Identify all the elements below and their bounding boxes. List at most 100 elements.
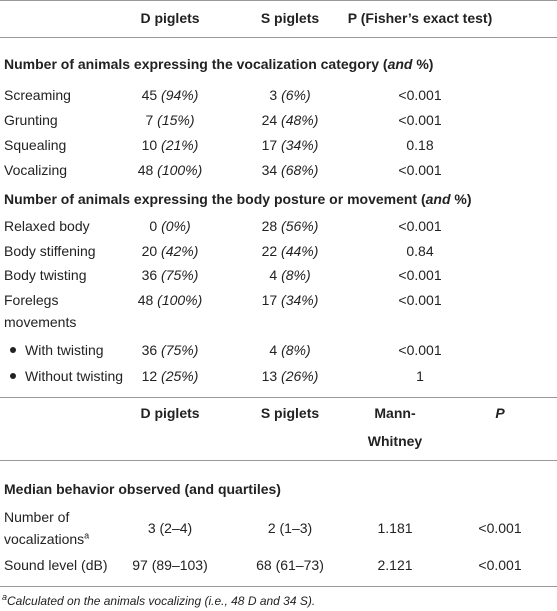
footnote-text: Calculated on the animals vocalizing (i.… [7,594,316,608]
percent: (100%) [157,162,203,178]
label-text: Number of vocalizations [4,509,85,547]
count: 10 [141,137,158,153]
count: 12 [141,368,158,384]
count-cell: 36 (75%) [142,264,199,286]
column-header: D piglets [140,10,200,26]
p-value: <0.001 [398,112,442,128]
percent: (34%) [281,137,319,153]
count-cell: 17 (34%) [262,134,319,156]
percent: (25%) [161,368,199,384]
percent: (26%) [281,368,319,384]
percent: (15%) [157,112,195,128]
count: 22 [261,243,278,259]
title-text: %) [450,191,472,207]
title-italic: and [425,191,451,207]
title-text: Number of animals expressing the body po… [4,191,426,207]
value-cell: 1.181 [377,520,413,536]
value-cell: 97 (89–103) [132,557,208,573]
column-header: S piglets [260,10,320,26]
count-cell: 10 (21%) [142,134,199,156]
percent: (44%) [281,243,319,259]
rule [0,37,557,38]
percent: (75%) [161,267,199,283]
count: 0 [149,218,158,234]
percent: (94%) [161,87,199,103]
percent: (68%) [281,162,319,178]
row-label: Sound level (dB) [4,557,108,573]
value-cell: 68 (61–73) [256,557,324,573]
count-cell: 7 (15%) [145,109,194,131]
count: 36 [141,267,158,283]
rule [0,586,557,587]
percent: (0%) [161,218,191,234]
column-header: P (Fisher’s exact test) [347,10,493,26]
value-cell: <0.001 [478,557,522,573]
title-text: %) [412,56,434,72]
superscript: a [84,530,90,541]
value-cell: 3 (2–4) [147,520,193,536]
section-title: Number of animals expressing the body po… [4,188,472,210]
row-label: With twisting [25,342,104,358]
count: 48 [137,162,154,178]
section-title: Number of animals expressing the vocaliz… [4,53,433,75]
title-text: Number of animals expressing the vocaliz… [4,56,388,72]
p-value: 0.84 [406,243,434,259]
row-label: Grunting [4,112,58,128]
percent: (75%) [161,342,199,358]
column-header: Mann-Whitney [367,405,423,449]
p-value: 0.18 [406,137,434,153]
bullet [10,347,16,353]
count: 20 [141,243,158,259]
count: 24 [261,112,278,128]
rule [0,0,557,1]
row-label: Vocalizing [4,162,68,178]
count-cell: 4 (8%) [269,264,310,286]
row-label: Without twisting [25,368,124,384]
column-header: P [495,405,505,421]
percent: (100%) [157,292,203,308]
bullet [10,373,16,379]
count: 48 [137,292,154,308]
percent: (8%) [281,267,311,283]
count-cell: 13 (26%) [262,365,319,387]
row-label: Number of vocalizationsa [4,506,116,550]
p-value: <0.001 [398,87,442,103]
section-title: Median behavior observed (and quartiles) [4,481,281,497]
count-cell: 36 (75%) [142,339,199,361]
count-cell: 24 (48%) [262,109,319,131]
value-cell: 2 (1–3) [267,520,313,536]
percent: (34%) [281,292,319,308]
row-label: Forelegs movements [4,292,77,330]
count-cell: 48 (100%) [138,159,203,181]
count-cell: 34 (68%) [262,159,319,181]
row-label: Relaxed body [4,218,90,234]
count: 36 [141,342,158,358]
count-cell: 48 (100%) [138,289,203,311]
rule [0,460,557,461]
count: 3 [269,87,278,103]
count-cell: 45 (94%) [142,84,199,106]
row-label: Body twisting [4,267,87,283]
count: 13 [261,368,278,384]
row-label: Squealing [4,137,67,153]
p-value: <0.001 [398,218,442,234]
count: 4 [269,267,278,283]
count-cell: 20 (42%) [142,240,199,262]
footnote: aCalculated on the animals vocalizing (i… [2,590,315,611]
count: 34 [261,162,278,178]
percent: (42%) [161,243,199,259]
count-cell: 12 (25%) [142,365,199,387]
count-cell: 4 (8%) [269,339,310,361]
count: 45 [141,87,158,103]
count-cell: 22 (44%) [262,240,319,262]
count-cell: 28 (56%) [262,215,319,237]
count: 17 [261,137,278,153]
column-header: D piglets [140,405,200,421]
title-italic: and [387,56,413,72]
p-value: <0.001 [398,292,442,308]
row-label: Screaming [4,87,71,103]
value-cell: 2.121 [377,557,413,573]
value-cell: <0.001 [478,520,522,536]
count-cell: 0 (0%) [149,215,190,237]
